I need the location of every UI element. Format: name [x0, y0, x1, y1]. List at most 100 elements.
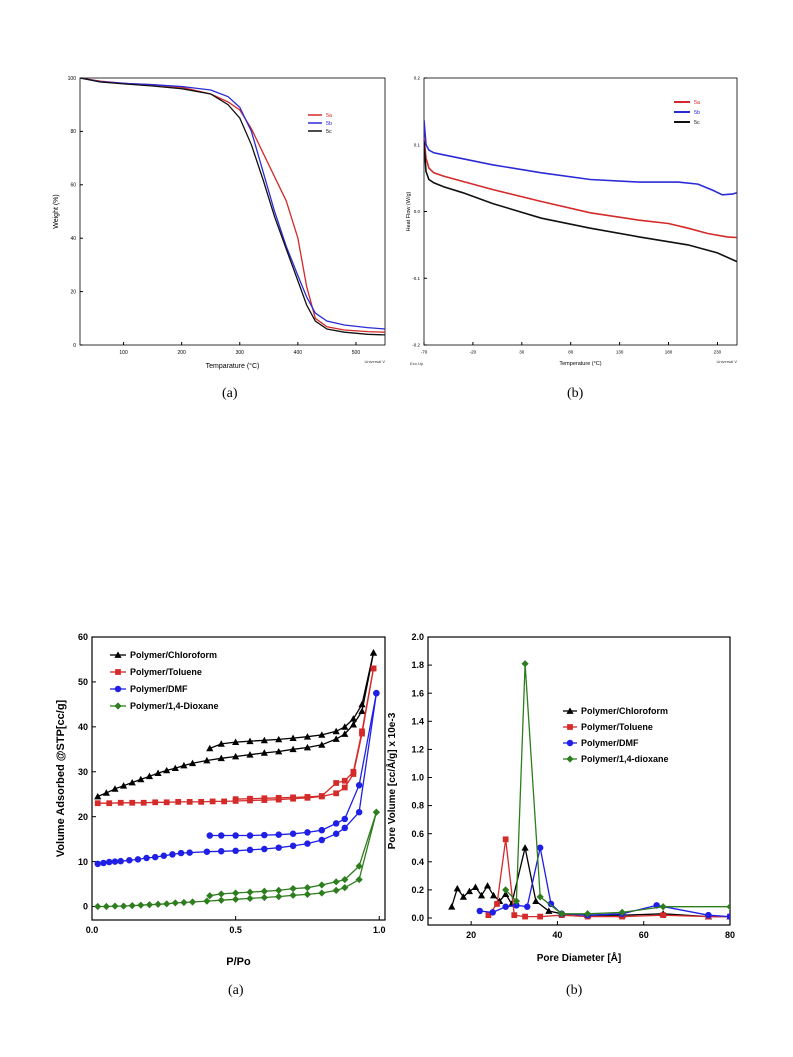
data-point — [372, 808, 380, 816]
data-point — [304, 794, 311, 800]
data-point — [275, 794, 282, 801]
series-polymer-dmf — [476, 844, 730, 920]
legend-label: Polymer/Chloroform — [130, 650, 217, 660]
data-point — [558, 910, 566, 918]
data-point — [203, 897, 211, 905]
data-point — [304, 829, 311, 836]
data-point — [260, 749, 268, 756]
data-point — [355, 808, 363, 816]
data-point — [180, 898, 188, 907]
data-point — [198, 798, 205, 805]
series-line — [80, 78, 385, 336]
series-polymer-dmf-desorption — [206, 689, 380, 839]
data-point — [260, 887, 268, 895]
data-point — [358, 707, 366, 714]
data-point — [545, 907, 553, 914]
data-point — [94, 860, 101, 868]
data-point — [163, 900, 171, 908]
x-tick-label: 400 — [294, 350, 303, 356]
data-point — [117, 799, 124, 806]
x-tick-label: 60 — [639, 930, 649, 940]
x-tick-label: 180 — [665, 350, 673, 355]
data-point — [318, 826, 326, 834]
series-5a — [424, 138, 737, 239]
data-point — [218, 848, 225, 855]
series-5b — [80, 78, 385, 330]
legend-label: Polymer/1,4-dioxane — [581, 754, 669, 764]
data-point — [154, 900, 162, 908]
data-point — [511, 912, 518, 919]
x-axis-label: P/Po — [226, 956, 251, 968]
footer-note: Universal V — [717, 359, 738, 364]
isotherm-chart-svg: 0.0 0.5 1.0 0 10 20 30 40 50 60 P/Po Volume Adsorbe… — [55, 632, 386, 968]
data-point — [705, 911, 712, 919]
y-axis-label: Pore Volume [cc/Å/g] x 10e-3 — [385, 712, 398, 849]
data-point — [489, 909, 496, 916]
data-point — [217, 890, 225, 898]
data-point — [303, 743, 312, 751]
data-point — [151, 853, 159, 861]
x-tick-label: 40 — [552, 930, 562, 940]
data-point — [303, 733, 312, 740]
data-point — [659, 903, 667, 911]
data-point — [203, 848, 211, 855]
x-tick-label: -20 — [470, 350, 477, 355]
legend-marker — [115, 669, 121, 675]
plot-frame — [79, 77, 386, 346]
data-point — [332, 735, 340, 742]
data-point — [105, 858, 113, 866]
data-point — [459, 893, 467, 900]
data-point — [289, 884, 297, 893]
data-point — [186, 798, 193, 805]
y-axis-label: Weight (%) — [53, 194, 60, 229]
data-point — [332, 727, 340, 735]
y-tick-label: 1.2 — [411, 745, 424, 755]
data-point — [177, 849, 185, 857]
y-tick-label: 10 — [78, 857, 88, 867]
data-point — [106, 800, 113, 807]
y-tick-label: 20 — [78, 812, 88, 822]
x-axis-label: Pore Diameter [Å] — [537, 951, 621, 964]
isotherm-chart: 0.0 0.5 1.0 0 10 20 30 40 50 60 P/Po Volume Adsorbe… — [50, 625, 395, 980]
legend-label: 5a — [326, 113, 333, 119]
plot-frame — [427, 636, 731, 926]
series-polymer-1-4-dioxane — [502, 660, 730, 918]
data-point — [275, 747, 283, 755]
data-point — [217, 740, 225, 747]
data-point — [145, 772, 154, 780]
legend-marker — [114, 685, 122, 693]
pore-size-chart-svg: 20 40 60 80 0.0 0.2 0.4 0.6 0.8 1.0 1.2 1.4 1.6 1.8 2.… — [385, 632, 735, 964]
series-line — [424, 138, 737, 239]
data-point — [275, 893, 283, 901]
y-tick-label: 0 — [83, 902, 88, 912]
data-point — [341, 784, 348, 791]
data-point — [261, 845, 268, 853]
data-point — [143, 854, 150, 862]
legend: 5a 5b 5c — [674, 100, 701, 126]
data-point — [489, 891, 498, 899]
legend-marker — [566, 755, 574, 763]
y-axis-label: Volume Adsorbed @STP[cc/g] — [55, 699, 67, 857]
data-point — [232, 796, 239, 803]
data-point — [726, 913, 730, 920]
series-5b — [424, 120, 737, 196]
y-tick-label: 1.6 — [411, 688, 424, 698]
y-tick-label: 1.0 — [411, 773, 424, 783]
data-point — [476, 907, 484, 915]
x-tick-label: 300 — [236, 350, 245, 356]
y-tick-label: 50 — [78, 677, 88, 687]
data-point — [260, 893, 268, 902]
data-point — [513, 902, 520, 909]
data-point — [373, 689, 380, 697]
data-point — [512, 897, 521, 905]
data-point — [341, 884, 349, 892]
data-point — [117, 857, 124, 865]
series-polymer-dmf — [94, 689, 380, 868]
y-tick-label: 80 — [70, 129, 76, 135]
data-point — [355, 781, 363, 789]
legend-label: Polymer/Chloroform — [581, 706, 668, 716]
data-point — [203, 756, 211, 764]
x-tick-label: 80 — [725, 930, 735, 940]
data-point — [332, 886, 340, 894]
data-point — [448, 903, 456, 910]
